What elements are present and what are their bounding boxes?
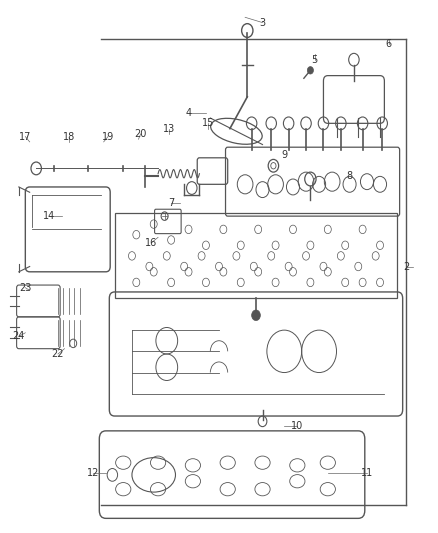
- Text: 9: 9: [281, 150, 287, 160]
- Text: 11: 11: [361, 469, 373, 478]
- Text: 15: 15: [202, 118, 214, 128]
- Text: 22: 22: [52, 349, 64, 359]
- Text: 5: 5: [311, 55, 318, 64]
- Text: 17: 17: [19, 132, 32, 142]
- Text: 12: 12: [87, 469, 99, 478]
- Text: 10: 10: [291, 421, 304, 431]
- Text: 23: 23: [19, 282, 32, 293]
- Text: 3: 3: [259, 18, 265, 28]
- Text: 20: 20: [134, 129, 147, 139]
- Text: 18: 18: [63, 132, 75, 142]
- Circle shape: [252, 310, 260, 320]
- Text: 14: 14: [43, 211, 55, 221]
- Text: 24: 24: [13, 332, 25, 342]
- Circle shape: [307, 67, 314, 74]
- Text: 4: 4: [185, 108, 191, 118]
- Text: 13: 13: [163, 124, 175, 134]
- Text: 19: 19: [102, 132, 114, 142]
- Text: 6: 6: [386, 39, 392, 49]
- Text: 7: 7: [168, 198, 174, 208]
- Text: 2: 2: [403, 262, 409, 271]
- Text: 8: 8: [346, 172, 353, 181]
- Text: 16: 16: [145, 238, 158, 248]
